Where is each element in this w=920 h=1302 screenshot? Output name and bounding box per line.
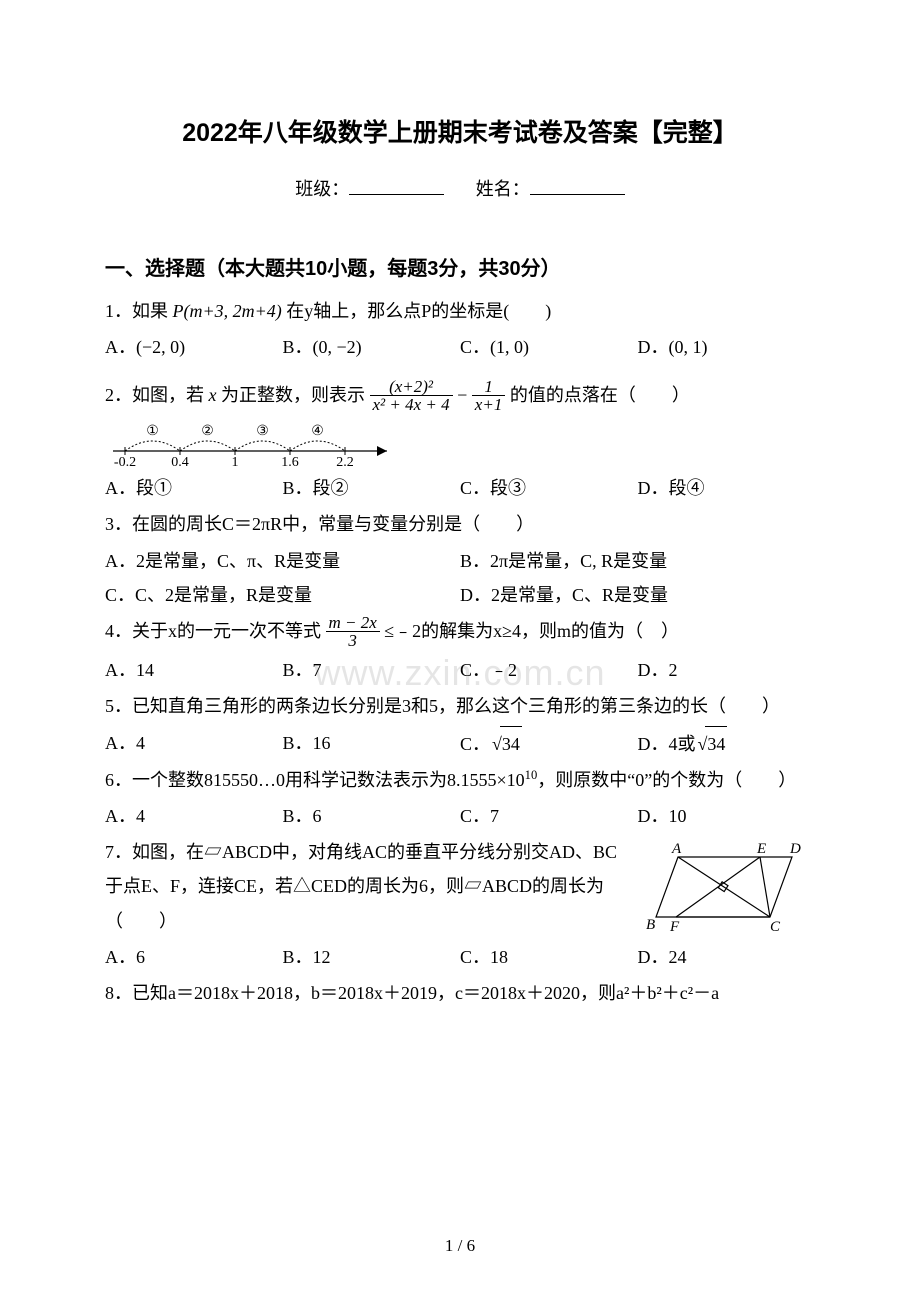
q7-stem-text: 7．如图，在▱ABCD中，对角线AC的垂直平分线分别交AD、BC于点E、F，连接… bbox=[105, 842, 617, 930]
q5-opt-a[interactable]: A．4 bbox=[105, 726, 283, 761]
q6-options: A．4 B．6 C．7 D．10 bbox=[105, 799, 815, 833]
q7-lbl-F: F bbox=[669, 919, 680, 934]
q5-opt-d[interactable]: D．4或 34 bbox=[638, 726, 816, 761]
name-label: 姓名： bbox=[476, 179, 530, 199]
q2-numberline: -0.2 0.4 1 1.6 2.2 ① ② ③ ④ bbox=[105, 421, 405, 467]
nl-t1: 0.4 bbox=[171, 455, 189, 467]
q6-opt-c[interactable]: C．7 bbox=[460, 799, 638, 833]
q1-opt-b[interactable]: B．(0, −2) bbox=[283, 330, 461, 364]
q7-stem: A E D B F C 7．如图，在▱ABCD中，对角线AC的垂直平分线分别交A… bbox=[105, 835, 815, 938]
q2-minus: − bbox=[457, 385, 472, 405]
q5-stem: 5．已知直角三角形的两条边长分别是3和5，那么这个三角形的第三条边的长（ ） bbox=[105, 689, 815, 723]
q2-opt-b[interactable]: B．段② bbox=[283, 471, 461, 505]
q3-stem: 3．在圆的周长C＝2πR中，常量与变量分别是（ ） bbox=[105, 507, 815, 541]
q2-frac1: (x+2)² x² + 4x + 4 bbox=[370, 378, 453, 415]
q5-d-pre: D．4或 bbox=[638, 734, 696, 754]
q2-opt-d[interactable]: D．段④ bbox=[638, 471, 816, 505]
section-1-heading: 一、选择题（本大题共10小题，每题3分，共30分） bbox=[105, 250, 815, 288]
q8-stem: 8．已知a＝2018x＋2018，b＝2018x＋2019，c＝2018x＋20… bbox=[105, 976, 815, 1010]
nl-t0: -0.2 bbox=[114, 455, 136, 467]
q4-opt-d[interactable]: D．2 bbox=[638, 653, 816, 687]
nl-t3: 1.6 bbox=[281, 455, 299, 467]
name-blank[interactable] bbox=[530, 177, 625, 194]
q4-stem-a: 4．关于x的一元一次不等式 bbox=[105, 621, 321, 641]
q1-opt-a[interactable]: A．(−2, 0) bbox=[105, 330, 283, 364]
q2-stem: 2．如图，若 x 为正整数，则表示 (x+2)² x² + 4x + 4 − 1… bbox=[105, 378, 815, 415]
q7-opt-b[interactable]: B．12 bbox=[283, 940, 461, 974]
q4-opt-a[interactable]: A．14 bbox=[105, 653, 283, 687]
q3-opt-d[interactable]: D．2是常量，C、R是变量 bbox=[460, 578, 815, 612]
q2-frac2-den: x+1 bbox=[472, 395, 506, 414]
q5-options: A．4 B．16 C． 34 D．4或 34 bbox=[105, 726, 815, 761]
q3-options-row2: C．C、2是常量，R是变量 D．2是常量，C、R是变量 bbox=[105, 578, 815, 612]
q4-stem-b: ≤﹣2的解集为x≥4，则m的值为（ ） bbox=[384, 621, 679, 641]
q5-d-sqrt: 34 bbox=[696, 726, 728, 761]
q2-frac2: 1 x+1 bbox=[472, 378, 506, 415]
q7-opt-d[interactable]: D．24 bbox=[638, 940, 816, 974]
q7-lbl-A: A bbox=[671, 841, 682, 857]
q5-c-sqrt: 34 bbox=[490, 726, 522, 761]
q1-stem-b: 在y轴上，那么点P的坐标是( ) bbox=[286, 301, 551, 321]
q2-var: x bbox=[209, 385, 217, 405]
q2-opt-c[interactable]: C．段③ bbox=[460, 471, 638, 505]
q7-lbl-E: E bbox=[756, 841, 766, 857]
nl-t2: 1 bbox=[232, 455, 239, 467]
q6-stem: 6．一个整数815550…0用科学记数法表示为8.1555×1010，则原数中“… bbox=[105, 763, 815, 797]
q7-figure: A E D B F C bbox=[640, 839, 815, 934]
q1-options: A．(−2, 0) B．(0, −2) C．(1, 0) D．(0, 1) bbox=[105, 330, 815, 364]
q6-opt-b[interactable]: B．6 bbox=[283, 799, 461, 833]
nl-t4: 2.2 bbox=[336, 455, 354, 467]
q7-lbl-D: D bbox=[789, 841, 801, 857]
q3-opt-b[interactable]: B．2π是常量，C, R是变量 bbox=[460, 544, 815, 578]
page-title: 2022年八年级数学上册期末考试卷及答案【完整】 bbox=[105, 110, 815, 158]
q6-stem-a: 6．一个整数815550…0用科学记数法表示为8.1555×10 bbox=[105, 770, 525, 790]
nl-l1: ② bbox=[201, 424, 214, 439]
class-blank[interactable] bbox=[349, 177, 444, 194]
q7-lbl-B: B bbox=[646, 917, 655, 933]
q1-expr: P(m+3, 2m+4) bbox=[173, 301, 282, 321]
q7-options: A．6 B．12 C．18 D．24 bbox=[105, 940, 815, 974]
q5-c-pre: C． bbox=[460, 734, 490, 754]
q2-frac1-den: x² + 4x + 4 bbox=[370, 395, 453, 414]
nl-l0: ① bbox=[146, 424, 159, 439]
q4-frac-den: 3 bbox=[326, 631, 380, 650]
q2-stem-c: 的值的点落在（ ） bbox=[510, 385, 690, 405]
q2-opt-a[interactable]: A．段① bbox=[105, 471, 283, 505]
page-number: 1 / 6 bbox=[0, 1230, 920, 1262]
q3-options-row1: A．2是常量，C、π、R是变量 B．2π是常量，C, R是变量 bbox=[105, 544, 815, 578]
student-info-line: 班级： 姓名： bbox=[105, 172, 815, 206]
q2-stem-b: 为正整数，则表示 bbox=[221, 385, 365, 405]
q1-stem-a: 1．如果 bbox=[105, 301, 168, 321]
q7-lbl-C: C bbox=[770, 919, 781, 934]
q2-frac1-num: (x+2)² bbox=[370, 378, 453, 396]
q1-opt-d[interactable]: D．(0, 1) bbox=[638, 330, 816, 364]
q5-opt-b[interactable]: B．16 bbox=[283, 726, 461, 761]
nl-l3: ④ bbox=[311, 424, 324, 439]
q3-opt-a[interactable]: A．2是常量，C、π、R是变量 bbox=[105, 544, 460, 578]
q4-opt-b[interactable]: B．7 bbox=[283, 653, 461, 687]
q6-opt-a[interactable]: A．4 bbox=[105, 799, 283, 833]
q2-options: A．段① B．段② C．段③ D．段④ bbox=[105, 471, 815, 505]
q1-opt-c[interactable]: C．(1, 0) bbox=[460, 330, 638, 364]
q2-frac2-num: 1 bbox=[472, 378, 506, 396]
q5-opt-c[interactable]: C． 34 bbox=[460, 726, 638, 761]
q6-opt-d[interactable]: D．10 bbox=[638, 799, 816, 833]
q1-stem: 1．如果 P(m+3, 2m+4) 在y轴上，那么点P的坐标是( ) bbox=[105, 294, 815, 328]
q2-stem-a: 2．如图，若 bbox=[105, 385, 204, 405]
q5-d-rad: 34 bbox=[705, 726, 727, 761]
q4-opt-c[interactable]: C．﹣2 bbox=[460, 653, 638, 687]
q4-stem: 4．关于x的一元一次不等式 m − 2x 3 ≤﹣2的解集为x≥4，则m的值为（… bbox=[105, 614, 815, 651]
nl-l2: ③ bbox=[256, 424, 269, 439]
q3-opt-c[interactable]: C．C、2是常量，R是变量 bbox=[105, 578, 460, 612]
q7-opt-a[interactable]: A．6 bbox=[105, 940, 283, 974]
class-label: 班级： bbox=[295, 179, 349, 199]
q4-frac: m − 2x 3 bbox=[326, 614, 380, 651]
q6-stem-b: ，则原数中“0”的个数为（ ） bbox=[537, 770, 796, 790]
exam-page: www.zxin.com.cn 2022年八年级数学上册期末考试卷及答案【完整】… bbox=[0, 0, 920, 1302]
q4-frac-num: m − 2x bbox=[326, 614, 380, 632]
q4-options: A．14 B．7 C．﹣2 D．2 bbox=[105, 653, 815, 687]
q6-exp: 10 bbox=[525, 768, 538, 782]
q7-opt-c[interactable]: C．18 bbox=[460, 940, 638, 974]
q5-c-rad: 34 bbox=[500, 726, 522, 761]
